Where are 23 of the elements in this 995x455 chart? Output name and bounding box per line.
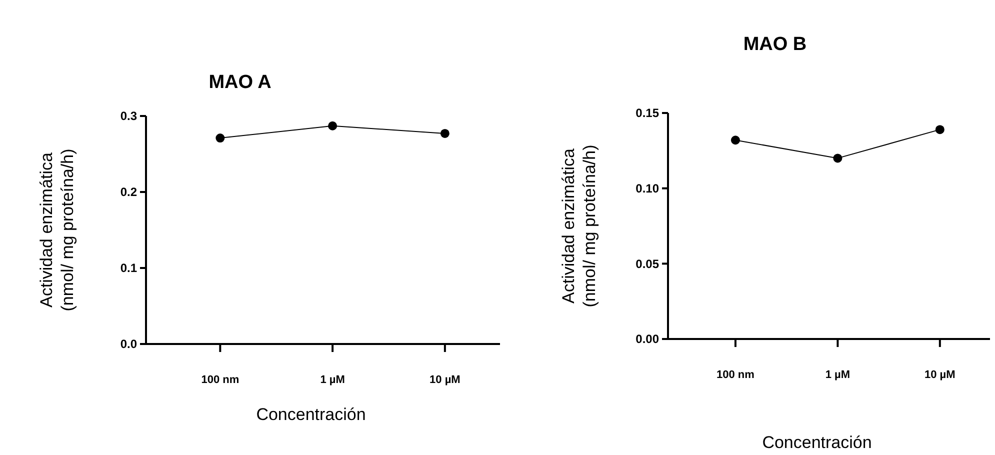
y-tick-label: 0.15	[636, 106, 660, 120]
x-tick-label: 100 nm	[716, 369, 755, 381]
x-axis-title: Concentración	[256, 405, 366, 424]
y-tick-label: 0.10	[636, 182, 660, 196]
y-tick-label: 0.00	[636, 332, 660, 346]
y-tick-label: 0.2	[120, 185, 138, 200]
y-tick-label: 0.1	[120, 261, 138, 276]
x-tick-label: 1 µM	[320, 374, 345, 386]
y-tick-label: 0.3	[120, 109, 138, 124]
point	[833, 154, 842, 163]
x-tick-label: 10 µM	[430, 374, 460, 386]
x-tick-label: 10 µM	[924, 369, 956, 381]
y-tick-label: 0.05	[636, 256, 660, 271]
x-axis-title: Concentración	[762, 433, 872, 452]
point	[935, 125, 944, 134]
x-tick-label: 1 µM	[825, 369, 850, 381]
y-axis-title: Actividad enzimática (nmol/ mg proteína/h)	[37, 148, 77, 312]
x-tick-label: 100 nm	[201, 374, 240, 386]
y-tick-label: 0.0	[120, 337, 138, 352]
point	[730, 136, 740, 145]
y-axis-title: Actividad enzimática (nmol/ mg proteína/h)	[559, 144, 599, 308]
chart-title: MAO A	[208, 72, 272, 93]
chart-title: MAO B	[743, 34, 807, 55]
